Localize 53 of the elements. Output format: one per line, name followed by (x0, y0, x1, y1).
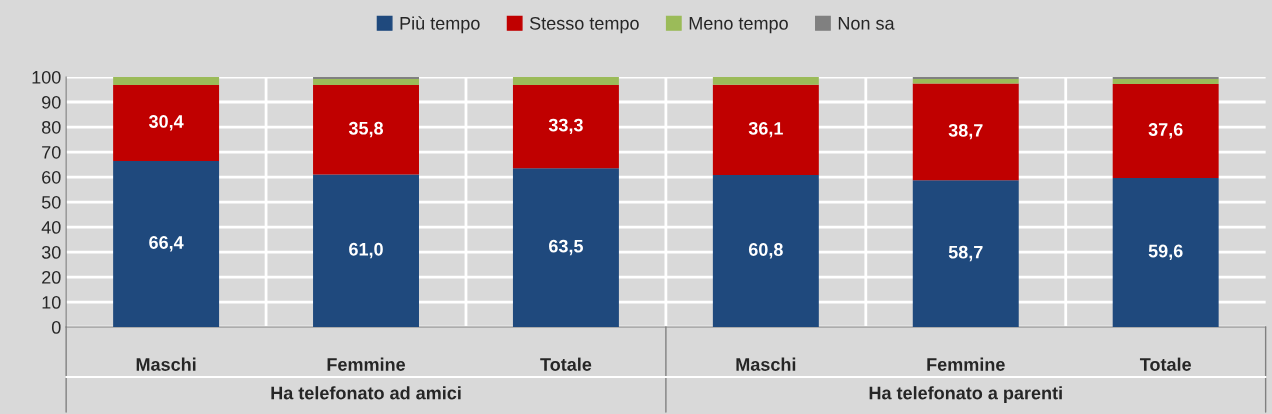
data-label: 35,8 (348, 121, 384, 138)
legend-label: Più tempo (400, 16, 480, 34)
data-label: 61,0 (349, 242, 383, 259)
data-label: 38,7 (948, 123, 983, 140)
bar (313, 174, 419, 328)
bar (912, 79, 1019, 84)
bar (912, 83, 1019, 181)
bar (512, 85, 619, 169)
bar (712, 175, 819, 328)
bar (113, 85, 220, 162)
x-tick-label: Femmine (927, 357, 1005, 371)
data-label: 58,7 (948, 245, 983, 262)
bar (1112, 178, 1219, 328)
y-tick-label: 80 (41, 120, 61, 134)
bar (313, 85, 419, 175)
x-tick-label: Femmine (327, 357, 406, 371)
data-label: 30,4 (148, 115, 184, 131)
bar (313, 79, 419, 86)
y-tick-label: 20 (42, 270, 61, 284)
bar (512, 77, 619, 86)
legend-label: Meno tempo (689, 17, 788, 34)
x-tick-label: Totale (1139, 357, 1191, 371)
y-tick-label: 10 (42, 295, 61, 309)
data-label: 60,8 (748, 243, 783, 259)
y-tick-label: 90 (42, 95, 61, 109)
data-label: 66,4 (149, 236, 184, 252)
bar (113, 161, 220, 328)
bar (113, 77, 220, 86)
data-label: 59,6 (1148, 244, 1183, 261)
data-label: 63,5 (549, 239, 583, 256)
x-tick-label: Maschi (136, 357, 196, 371)
data-label: 33,3 (548, 118, 583, 135)
text: Ha telefonato ad amici (271, 386, 461, 400)
y-tick-label: 30 (41, 245, 61, 259)
text: Ha telefonato a parenti (869, 386, 1062, 403)
bar (1112, 84, 1219, 179)
bar (712, 84, 819, 176)
y-tick-label: 60 (42, 170, 61, 184)
y-tick-label: 0 (51, 320, 61, 334)
y-tick-label: 50 (41, 195, 61, 209)
x-tick-label: Maschi (736, 357, 796, 371)
bar (712, 77, 819, 85)
bar (912, 180, 1019, 328)
x-tick-label: Totale (540, 357, 592, 371)
y-tick-label: 40 (41, 220, 61, 234)
legend-label: Stesso tempo (529, 16, 639, 34)
y-tick-label: 70 (42, 145, 61, 159)
y-tick-label: 100 (32, 70, 61, 84)
bar (512, 168, 619, 328)
legend-label: Non sa (838, 17, 895, 30)
bar (1112, 79, 1219, 85)
data-label: 37,6 (1148, 123, 1183, 139)
data-label: 36,1 (748, 121, 783, 138)
